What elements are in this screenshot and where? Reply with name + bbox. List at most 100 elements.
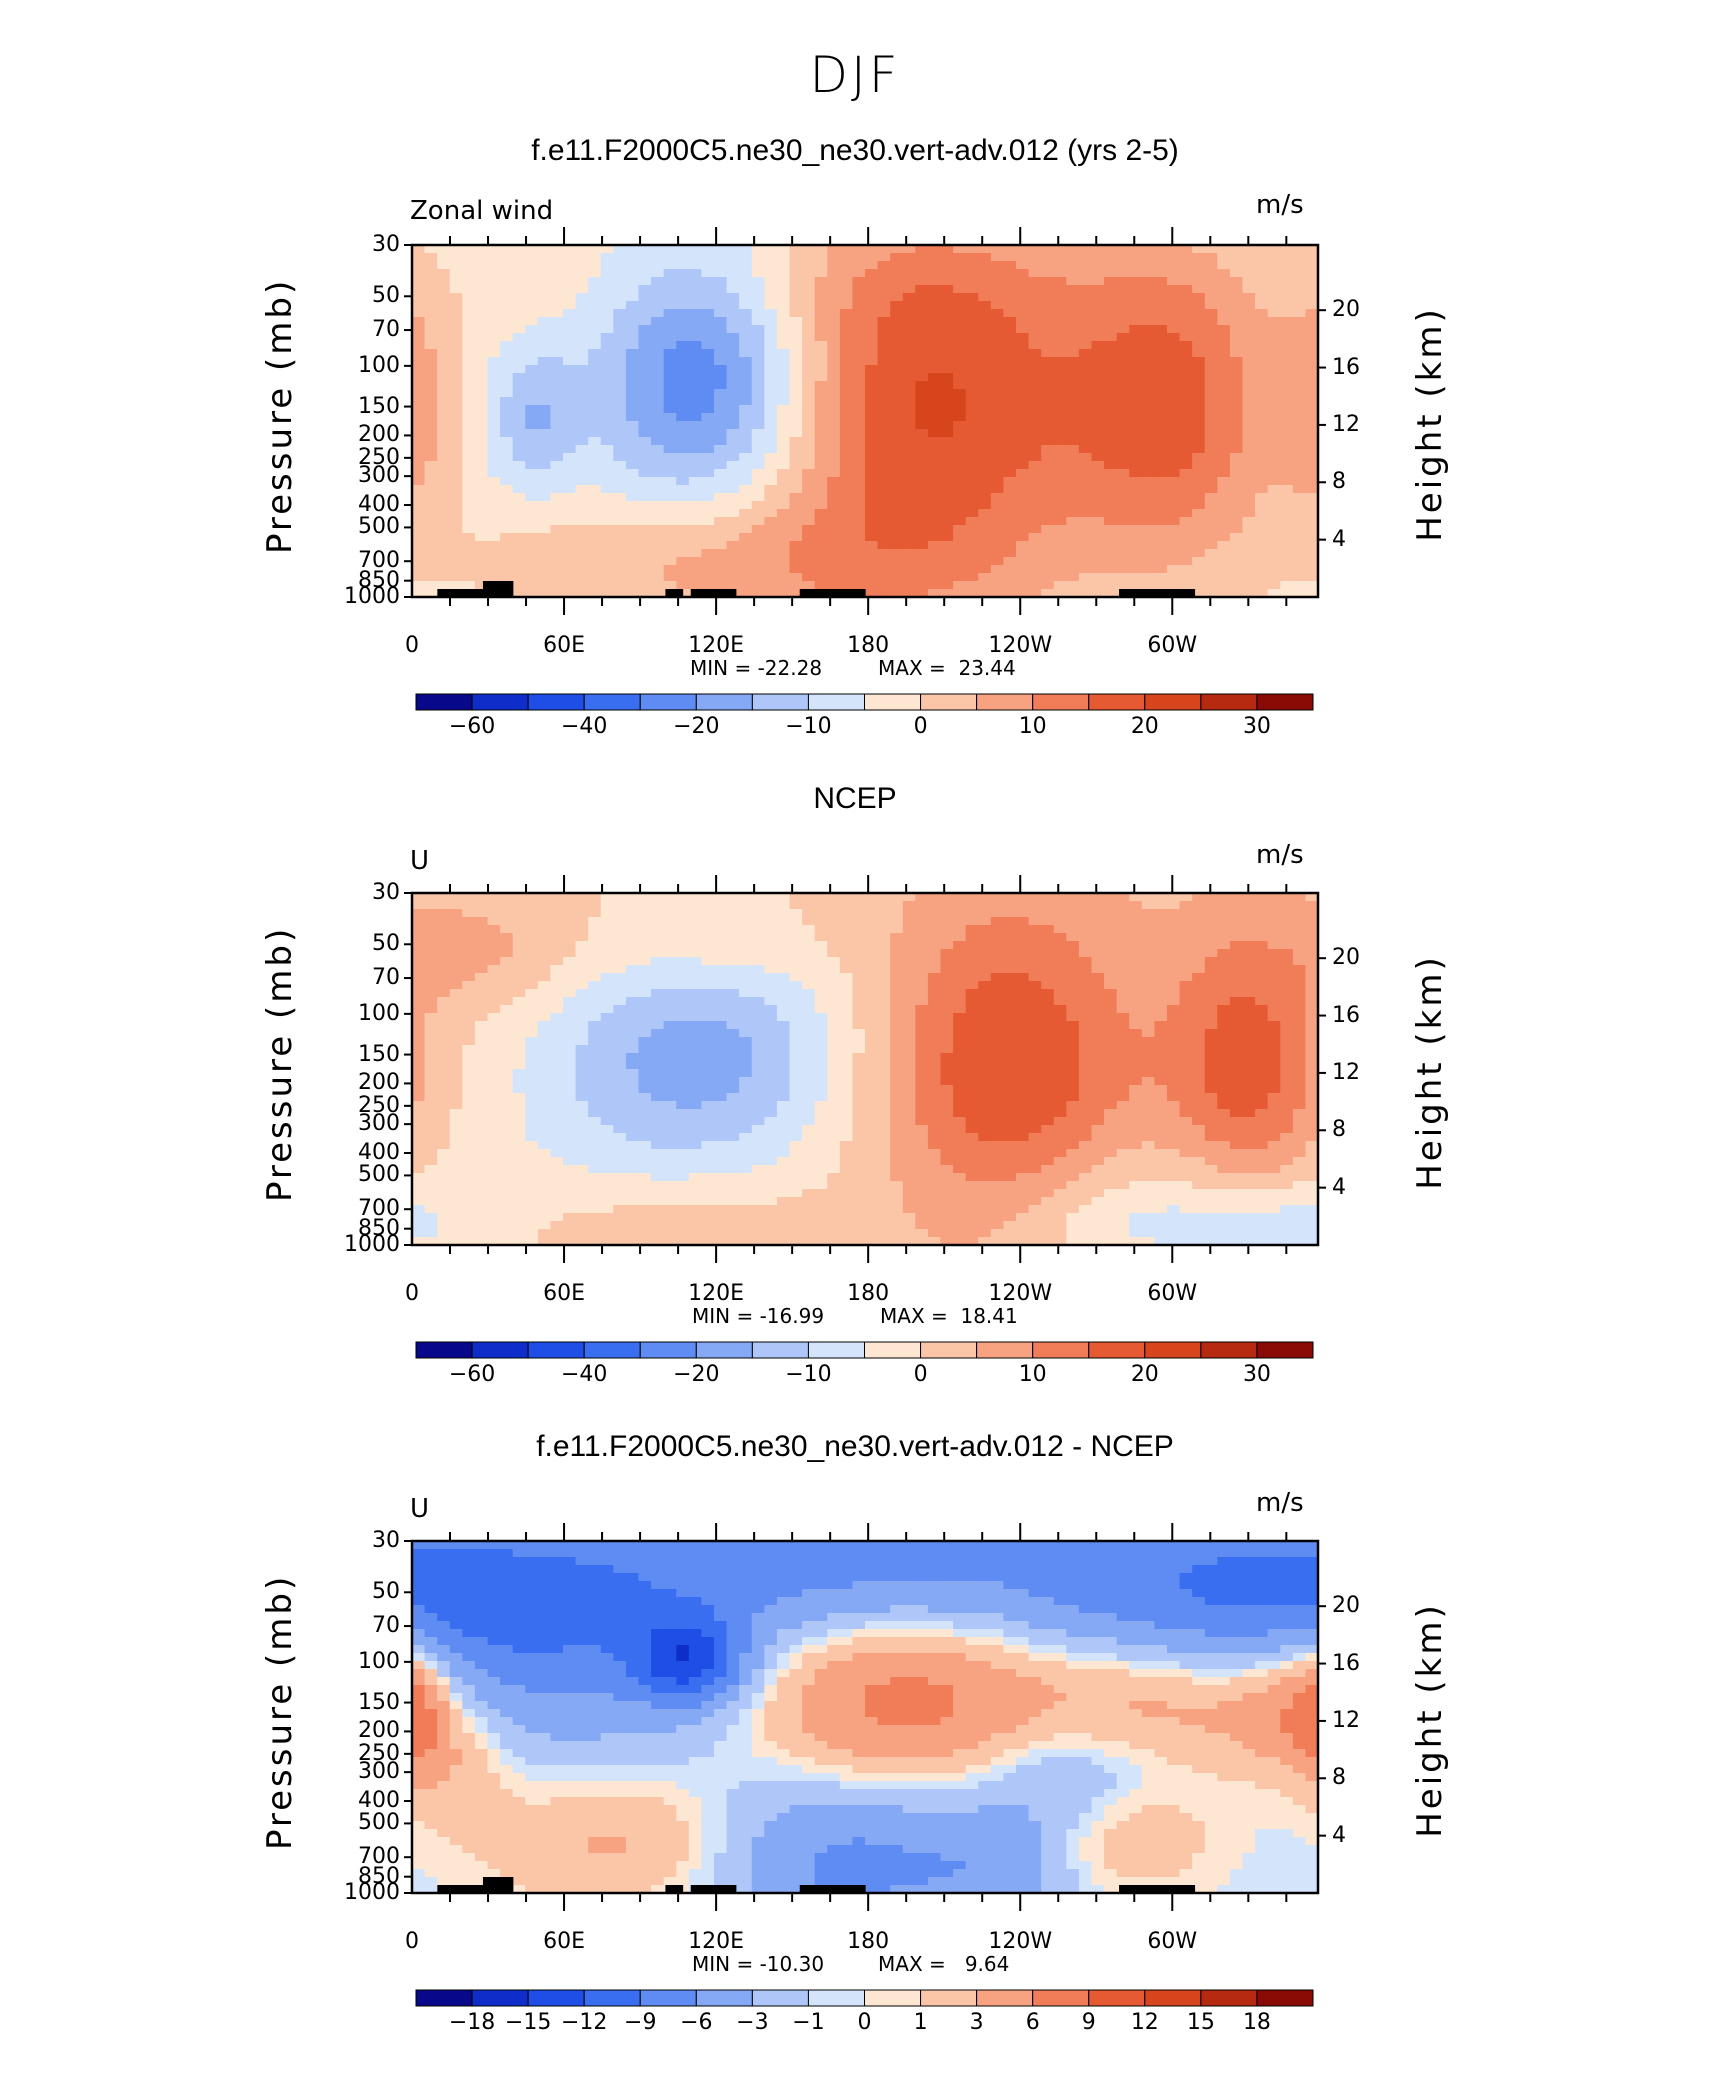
- field-cell: [525, 1229, 539, 1238]
- field-cell: [613, 365, 627, 374]
- field-cell: [663, 413, 677, 422]
- field-cell: [437, 1181, 451, 1190]
- field-cell: [651, 909, 665, 918]
- field-cell: [915, 357, 929, 366]
- field-cell: [1066, 317, 1080, 326]
- field-cell: [915, 421, 929, 430]
- field-cell: [852, 1149, 866, 1158]
- field-cell: [789, 1005, 803, 1014]
- field-cell: [802, 453, 816, 462]
- field-cell: [1292, 333, 1307, 342]
- field-cell: [487, 413, 501, 422]
- field-cell: [927, 989, 942, 998]
- field-cell: [449, 325, 463, 334]
- field-cell: [814, 1229, 828, 1238]
- field-cell: [1267, 525, 1281, 534]
- field-cell: [550, 461, 564, 470]
- field-cell: [839, 501, 854, 510]
- field-cell: [739, 581, 753, 590]
- field-cell: [625, 557, 640, 566]
- field-cell: [625, 269, 640, 278]
- field-cell: [1041, 533, 1055, 542]
- field-cell: [915, 589, 929, 598]
- field-cell: [902, 965, 916, 974]
- field-cell: [1104, 429, 1118, 438]
- field-cell: [638, 1141, 652, 1150]
- field-cell: [1242, 557, 1256, 566]
- field-cell: [751, 1141, 765, 1150]
- field-cell: [1141, 461, 1156, 470]
- field-cell: [1179, 245, 1193, 254]
- field-cell: [613, 509, 627, 518]
- field-cell: [563, 365, 577, 374]
- field-cell: [1280, 557, 1294, 566]
- field-cell: [676, 941, 690, 950]
- field-cell: [688, 981, 703, 990]
- field-cell: [751, 429, 765, 438]
- field-cell: [487, 357, 501, 366]
- field-cell: [688, 1221, 703, 1230]
- field-cell: [714, 525, 728, 534]
- field-cell: [1016, 309, 1030, 318]
- field-cell: [852, 941, 866, 950]
- field-cell: [877, 997, 891, 1006]
- field-cell: [852, 1221, 866, 1230]
- field-cell: [437, 245, 451, 254]
- field-cell: [865, 1181, 879, 1190]
- field-cell: [424, 357, 438, 366]
- field-cell: [525, 381, 539, 390]
- field-cell: [827, 509, 841, 518]
- field-cell: [865, 565, 879, 574]
- field-cell: [1292, 365, 1307, 374]
- field-cell: [1255, 269, 1269, 278]
- field-cell: [1066, 261, 1080, 270]
- field-cell: [978, 541, 992, 550]
- field-cell: [802, 477, 816, 486]
- field-cell: [890, 1157, 904, 1166]
- field-cell: [714, 1141, 728, 1150]
- field-cell: [537, 493, 552, 502]
- field-cell: [1129, 261, 1143, 270]
- field-cell: [739, 1237, 753, 1246]
- field-cell: [1305, 573, 1319, 582]
- field-cell: [940, 565, 954, 574]
- field-cell: [802, 1141, 816, 1150]
- field-cell: [1016, 245, 1030, 254]
- field-cell: [852, 325, 866, 334]
- field-cell: [525, 309, 539, 318]
- field-cell: [751, 1061, 765, 1070]
- field-cell: [776, 1141, 791, 1150]
- field-cell: [978, 501, 992, 510]
- field-cell: [890, 429, 904, 438]
- field-cell: [638, 285, 652, 294]
- field-cell: [676, 909, 690, 918]
- field-cell: [437, 277, 451, 286]
- field-cell: [1292, 285, 1307, 294]
- field-cell: [890, 1037, 904, 1046]
- field-cell: [1078, 573, 1093, 582]
- field-cell: [751, 1085, 765, 1094]
- field-cell: [776, 365, 791, 374]
- field-cell: [852, 381, 866, 390]
- field-cell: [638, 1189, 652, 1198]
- field-cell: [1229, 397, 1244, 406]
- field-cell: [789, 1221, 803, 1230]
- field-cell: [449, 1029, 463, 1038]
- field-cell: [462, 557, 476, 566]
- field-cell: [965, 557, 979, 566]
- field-cell: [701, 549, 715, 558]
- field-cell: [701, 573, 715, 582]
- field-cell: [437, 901, 451, 910]
- field-cell: [437, 317, 451, 326]
- field-cell: [1116, 469, 1130, 478]
- field-cell: [1028, 565, 1042, 574]
- field-cell: [412, 325, 426, 334]
- field-cell: [412, 317, 426, 326]
- field-cell: [915, 565, 929, 574]
- field-cell: [890, 373, 904, 382]
- field-cell: [613, 445, 627, 454]
- field-cell: [865, 261, 879, 270]
- field-cell: [877, 325, 891, 334]
- field-cell: [575, 413, 589, 422]
- field-cell: [1104, 581, 1118, 590]
